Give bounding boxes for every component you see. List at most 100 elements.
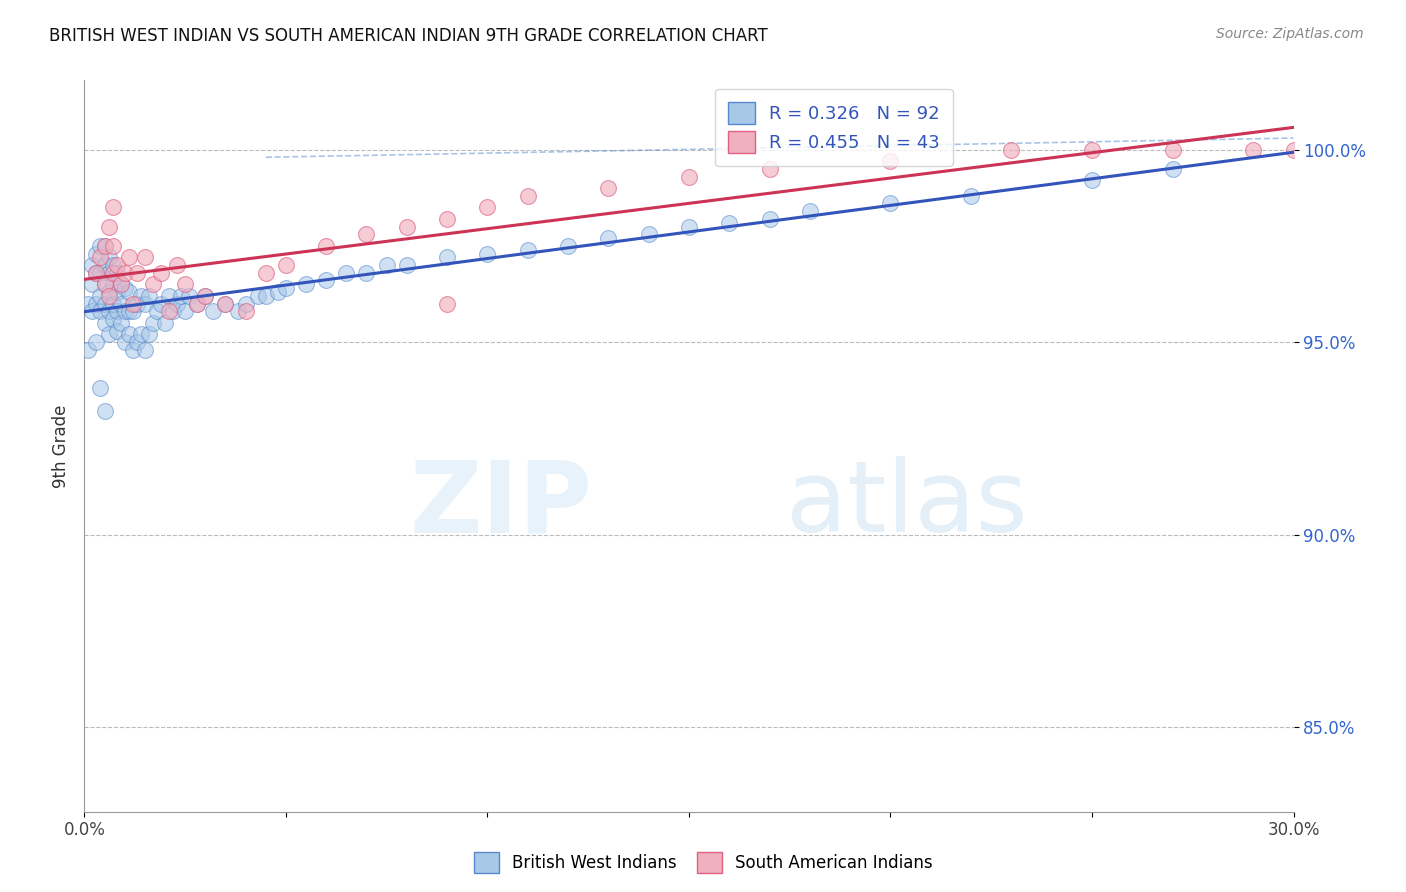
- Point: [1081, 173, 1104, 187]
- Point: [125, 334, 148, 349]
- Point: [758, 161, 780, 176]
- Point: [598, 231, 620, 245]
- Point: [254, 289, 277, 303]
- Point: [186, 296, 208, 310]
- Point: [86, 266, 108, 280]
- Point: [174, 277, 197, 292]
- Point: [1241, 143, 1264, 157]
- Point: [110, 277, 132, 292]
- Point: [97, 327, 120, 342]
- Point: [375, 258, 398, 272]
- Point: [598, 181, 620, 195]
- Point: [110, 277, 132, 292]
- Point: [194, 289, 217, 303]
- Point: [516, 188, 538, 202]
- Point: [274, 281, 297, 295]
- Point: [799, 204, 821, 219]
- Point: [436, 251, 458, 265]
- Point: [82, 304, 104, 318]
- Point: [1282, 143, 1305, 157]
- Point: [93, 239, 115, 253]
- Point: [153, 316, 176, 330]
- Point: [1161, 143, 1184, 157]
- Point: [134, 343, 156, 357]
- Point: [166, 296, 188, 310]
- Point: [174, 304, 197, 318]
- Point: [149, 266, 172, 280]
- Point: [637, 227, 659, 242]
- Point: [97, 219, 120, 234]
- Point: [110, 316, 132, 330]
- Point: [960, 188, 983, 202]
- Point: [89, 289, 111, 303]
- Point: [214, 296, 236, 310]
- Point: [436, 296, 458, 310]
- Point: [557, 239, 579, 253]
- Point: [121, 343, 143, 357]
- Point: [105, 304, 128, 318]
- Point: [93, 239, 115, 253]
- Point: [105, 258, 128, 272]
- Point: [138, 327, 160, 342]
- Point: [77, 296, 100, 310]
- Point: [93, 404, 115, 418]
- Point: [86, 334, 108, 349]
- Point: [202, 304, 225, 318]
- Point: [101, 239, 124, 253]
- Point: [105, 285, 128, 299]
- Point: [678, 169, 700, 184]
- Legend: British West Indians, South American Indians: British West Indians, South American Ind…: [467, 846, 939, 880]
- Point: [89, 251, 111, 265]
- Point: [436, 211, 458, 226]
- Y-axis label: 9th Grade: 9th Grade: [52, 404, 70, 488]
- Point: [335, 266, 357, 280]
- Point: [226, 304, 249, 318]
- Point: [179, 289, 201, 303]
- Point: [93, 277, 115, 292]
- Point: [125, 266, 148, 280]
- Point: [114, 304, 136, 318]
- Point: [246, 289, 269, 303]
- Point: [121, 296, 143, 310]
- Point: [315, 239, 337, 253]
- Point: [101, 258, 124, 272]
- Point: [295, 277, 318, 292]
- Point: [97, 304, 120, 318]
- Point: [157, 289, 180, 303]
- Point: [89, 381, 111, 395]
- Point: [89, 239, 111, 253]
- Point: [214, 296, 236, 310]
- Point: [86, 266, 108, 280]
- Text: Source: ZipAtlas.com: Source: ZipAtlas.com: [1216, 27, 1364, 41]
- Point: [93, 258, 115, 272]
- Point: [105, 324, 128, 338]
- Point: [118, 304, 141, 318]
- Point: [194, 289, 217, 303]
- Text: atlas: atlas: [786, 456, 1028, 553]
- Point: [82, 258, 104, 272]
- Point: [142, 316, 165, 330]
- Point: [114, 266, 136, 280]
- Point: [89, 266, 111, 280]
- Point: [86, 246, 108, 260]
- Point: [356, 266, 378, 280]
- Point: [77, 343, 100, 357]
- Point: [134, 251, 156, 265]
- Point: [118, 285, 141, 299]
- Point: [254, 266, 277, 280]
- Point: [114, 334, 136, 349]
- Point: [758, 211, 780, 226]
- Point: [142, 277, 165, 292]
- Point: [129, 289, 152, 303]
- Point: [101, 266, 124, 280]
- Point: [1161, 161, 1184, 176]
- Point: [101, 277, 124, 292]
- Point: [93, 316, 115, 330]
- Point: [477, 246, 499, 260]
- Point: [118, 251, 141, 265]
- Point: [93, 296, 115, 310]
- Point: [118, 327, 141, 342]
- Point: [1081, 143, 1104, 157]
- Point: [166, 258, 188, 272]
- Point: [879, 154, 901, 169]
